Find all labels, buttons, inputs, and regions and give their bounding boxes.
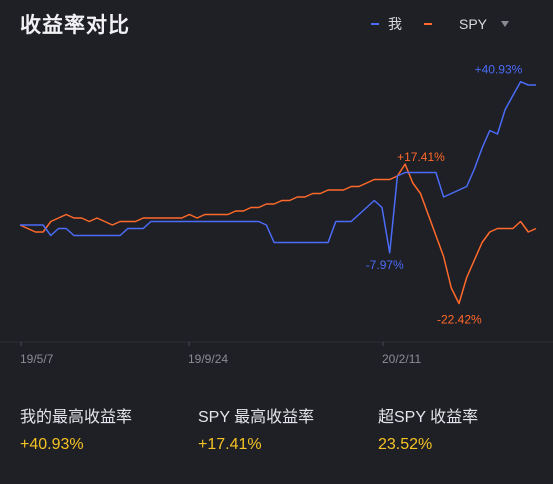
stats-row: 我的最高收益率 +40.93% SPY 最高收益率 +17.41% 超SPY 收… xyxy=(20,403,540,454)
stat-label: 我的最高收益率 xyxy=(20,409,133,426)
x-tick-label: 19/5/7 xyxy=(20,352,54,366)
stat-label: 超SPY 收益率 xyxy=(378,409,479,426)
stat-excess-return: 超SPY 收益率 23.52% xyxy=(378,403,478,454)
annotation-label: +17.41% xyxy=(397,150,445,164)
annotation-label: -22.42% xyxy=(437,313,482,327)
stat-spy-max-return: SPY 最高收益率 +17.41% xyxy=(198,403,378,454)
legend-swatch-me xyxy=(370,23,379,25)
chevron-down-icon[interactable] xyxy=(501,21,509,27)
series-line-me xyxy=(20,80,536,254)
stat-value: 23.52% xyxy=(378,436,433,453)
page-title: 收益率对比 xyxy=(20,14,130,37)
stat-label: SPY 最高收益率 xyxy=(198,409,315,426)
legend-swatch-spy xyxy=(423,23,432,25)
return-comparison-chart[interactable]: 19/5/7 19/9/24 20/2/11 +40.93% +17.41% -7.97%… xyxy=(0,40,553,380)
stat-value: +17.41% xyxy=(198,436,262,453)
chart-legend: 我 SPY xyxy=(349,14,509,34)
x-tick-label: 20/2/11 xyxy=(382,352,421,366)
benchmark-dropdown[interactable]: SPY xyxy=(423,16,509,32)
legend-label-spy: SPY xyxy=(458,16,487,32)
stat-my-max-return: 我的最高收益率 +40.93% xyxy=(20,403,198,454)
annotation-label: +40.93% xyxy=(475,63,523,77)
series-line-spy xyxy=(19,163,537,305)
stat-value: +40.93% xyxy=(20,436,84,453)
legend-item-me: 我 xyxy=(370,14,402,34)
x-tick-label: 19/9/24 xyxy=(188,352,228,366)
annotation-label: -7.97% xyxy=(366,258,404,272)
legend-label-me: 我 xyxy=(387,16,402,32)
